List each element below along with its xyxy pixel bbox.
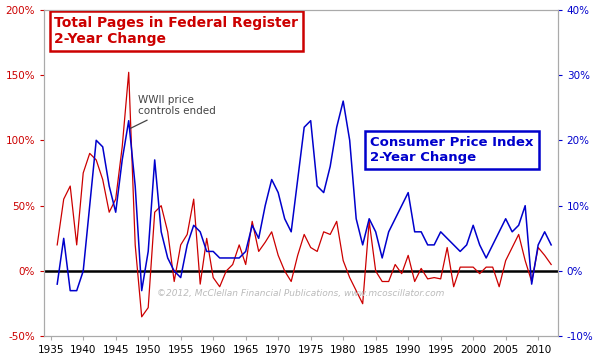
Text: ©2012, McClellan Financial Publications, www.mcoscillator.com: ©2012, McClellan Financial Publications,…: [158, 290, 444, 299]
Text: Total Pages in Federal Register
2-Year Change: Total Pages in Federal Register 2-Year C…: [55, 16, 298, 46]
Text: Consumer Price Index
2-Year Change: Consumer Price Index 2-Year Change: [370, 136, 534, 164]
Text: WWII price
controls ended: WWII price controls ended: [130, 95, 216, 129]
